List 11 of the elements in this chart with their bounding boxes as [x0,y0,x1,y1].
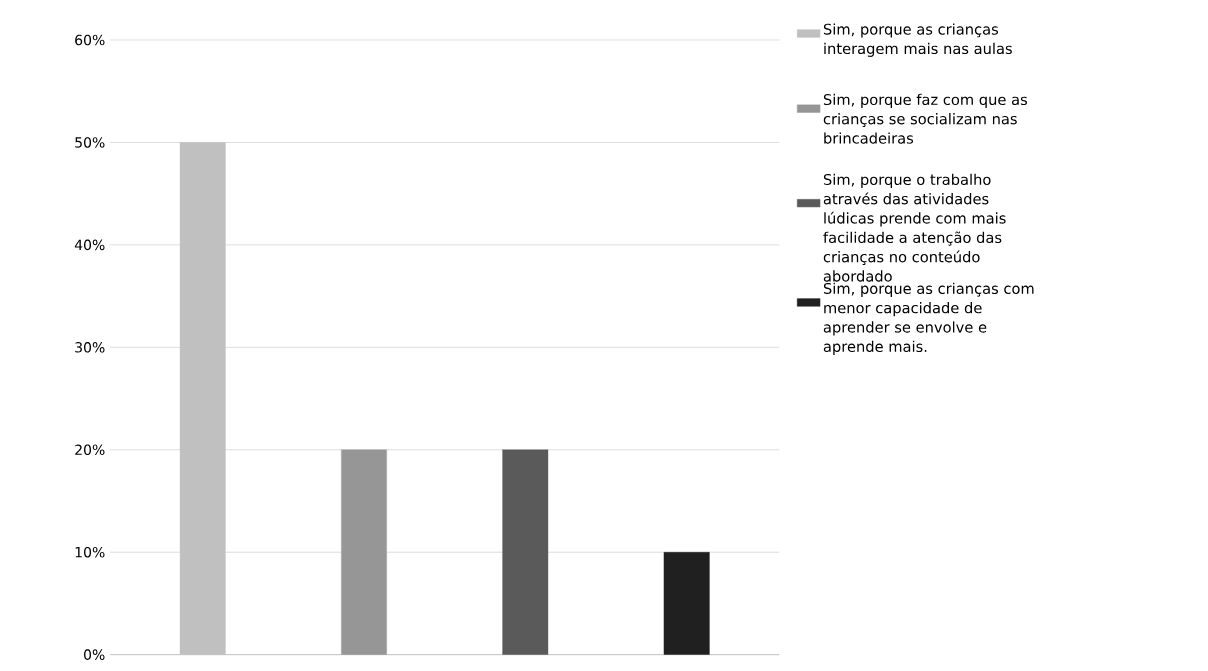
legend-label: Sim, porque as crianças com menor capacidade de aprender se envolve e aprende mais. [823,282,1034,356]
text: Sim, porque o trabalho através das atividades lúdicas prende com mais facilidade a atenção das crianças no conteúdo abordado [823,173,1006,282]
y-tick-label: 50% [75,137,105,148]
legend-label: Sim, porque as crianças interagem mais nas aulas [823,23,1012,58]
y-tick-label: 20% [75,444,105,456]
y-tick-label: 40% [74,239,105,251]
legend-label: Sim, porque faz com que as crianças se socializam nas brincadeiras [823,93,1028,144]
y-tick-label: 10% [75,547,105,558]
y-tick-label: 0% [84,649,105,661]
y-tick-label: 60% [75,34,105,46]
y-tick-label: 30% [75,342,105,353]
